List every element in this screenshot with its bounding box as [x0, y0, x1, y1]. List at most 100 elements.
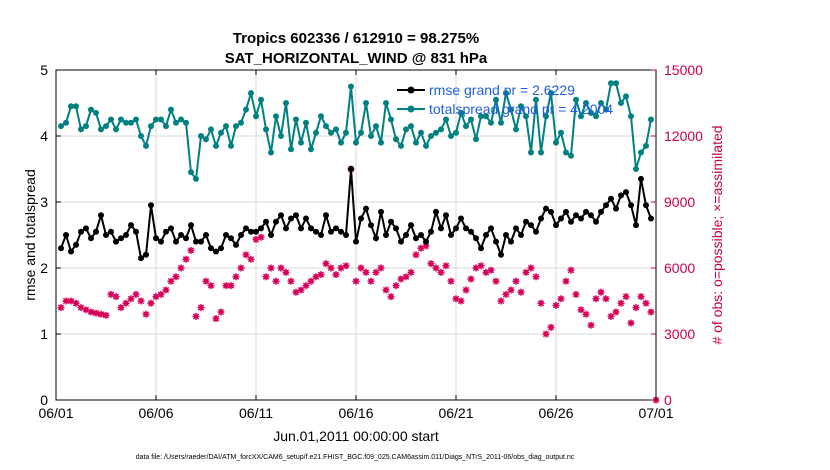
totalspread-point — [448, 133, 454, 139]
obs-point — [602, 295, 610, 303]
obs-point — [272, 277, 280, 285]
rmse-point — [363, 205, 369, 212]
rmse-point — [488, 225, 494, 232]
rmse-point — [303, 215, 309, 222]
obs-point — [372, 268, 380, 276]
obs-point-core — [503, 292, 509, 297]
rmse-point — [243, 225, 249, 232]
totalspread-point — [283, 100, 289, 106]
rmse-point — [593, 218, 599, 225]
obs-point-core — [393, 283, 399, 288]
legend-marker-rmse — [407, 86, 415, 94]
obs-point — [332, 271, 340, 279]
obs-point — [572, 290, 580, 298]
rmse-point — [428, 228, 434, 235]
y-tick-label-left: 5 — [40, 62, 48, 78]
obs-point-core — [588, 323, 594, 328]
obs-point — [522, 268, 530, 276]
obs-point-core — [448, 279, 454, 284]
rmse-point — [133, 228, 139, 235]
totalspread-point — [188, 169, 194, 176]
obs-point — [387, 293, 395, 301]
obs-point — [362, 268, 370, 276]
totalspread-point — [548, 90, 554, 97]
obs-point — [597, 288, 605, 296]
data-file-footer: data file: /Users/raeder/DAI/ATM_forcXX/… — [136, 454, 575, 461]
obs-point — [462, 286, 470, 294]
obs-point-core — [293, 290, 299, 295]
totalspread-point — [523, 113, 529, 120]
rmse-point — [398, 238, 404, 245]
obs-point-core — [548, 325, 554, 330]
obs-point-core — [603, 296, 609, 301]
obs-point — [167, 277, 175, 285]
totalspread-point — [613, 80, 619, 87]
obs-point — [377, 264, 385, 272]
obs-point — [262, 273, 270, 281]
totalspread-point — [298, 139, 304, 146]
obs-point — [157, 290, 165, 298]
rmse-point — [318, 232, 324, 238]
obs-point — [442, 262, 450, 270]
rmse-point — [128, 222, 134, 229]
obs-point — [392, 282, 400, 290]
obs-point-core — [138, 298, 144, 304]
totalspread-point — [478, 113, 484, 120]
obs-point-core — [368, 279, 374, 284]
obs-point-core — [273, 279, 279, 284]
totalspread-point — [648, 116, 654, 123]
obs-point-core — [563, 279, 569, 284]
obs-point — [477, 262, 485, 270]
totalspread-point — [318, 113, 324, 120]
totalspread-point — [313, 129, 319, 136]
rmse-point — [453, 225, 459, 232]
obs-point — [322, 260, 330, 268]
obs-point — [257, 233, 265, 241]
totalspread-point — [368, 133, 374, 139]
obs-point-core — [243, 252, 249, 257]
totalspread-point — [148, 123, 154, 130]
obs-point-core — [403, 274, 409, 279]
totalspread-point — [308, 146, 314, 153]
totalspread-point — [293, 116, 299, 123]
totalspread-point — [418, 129, 424, 136]
obs-point-core — [128, 296, 134, 301]
totalspread-point — [68, 103, 74, 110]
rmse-point — [473, 235, 479, 242]
obs-point-core — [193, 314, 199, 319]
y-tick-label-left: 4 — [40, 128, 48, 144]
chart-subtitle: SAT_HORIZONTAL_WIND @ 831 hPa — [225, 50, 488, 67]
totalspread-point — [363, 100, 369, 106]
totalspread-point — [108, 116, 114, 123]
obs-point — [487, 266, 495, 274]
obs-point-core — [633, 305, 639, 310]
legend-label-spread: totalspread grand pr = 4.2004 — [429, 101, 613, 117]
obs-point-core — [583, 312, 589, 317]
obs-point-core — [543, 331, 549, 337]
y-axis-left: 0 1 2 3 4 5 — [40, 62, 61, 408]
x-tick-label: 06/11 — [239, 405, 273, 421]
obs-point — [317, 271, 325, 279]
obs-point-core — [443, 263, 449, 268]
obs-point-core — [518, 290, 524, 295]
rmse-point — [323, 212, 329, 219]
rmse-point — [548, 208, 554, 215]
totalspread-point — [403, 126, 409, 133]
obs-point-core — [398, 276, 404, 282]
rmse-point — [648, 215, 654, 222]
rmse-point — [613, 205, 619, 212]
obs-point — [542, 330, 550, 338]
rmse-point — [118, 235, 124, 242]
totalspread-point — [553, 139, 559, 146]
series-obs — [57, 165, 660, 404]
totalspread-point — [583, 100, 589, 106]
obs-point — [632, 304, 640, 312]
obs-point — [312, 273, 320, 281]
totalspread-point — [348, 83, 354, 90]
y-tick-label-left: 2 — [40, 260, 48, 276]
y-tick-label-right: 6000 — [664, 260, 695, 276]
y-tick-label-right: 15000 — [664, 62, 703, 78]
rmse-point — [308, 225, 314, 232]
y-tick-label-right: 12000 — [664, 128, 703, 144]
